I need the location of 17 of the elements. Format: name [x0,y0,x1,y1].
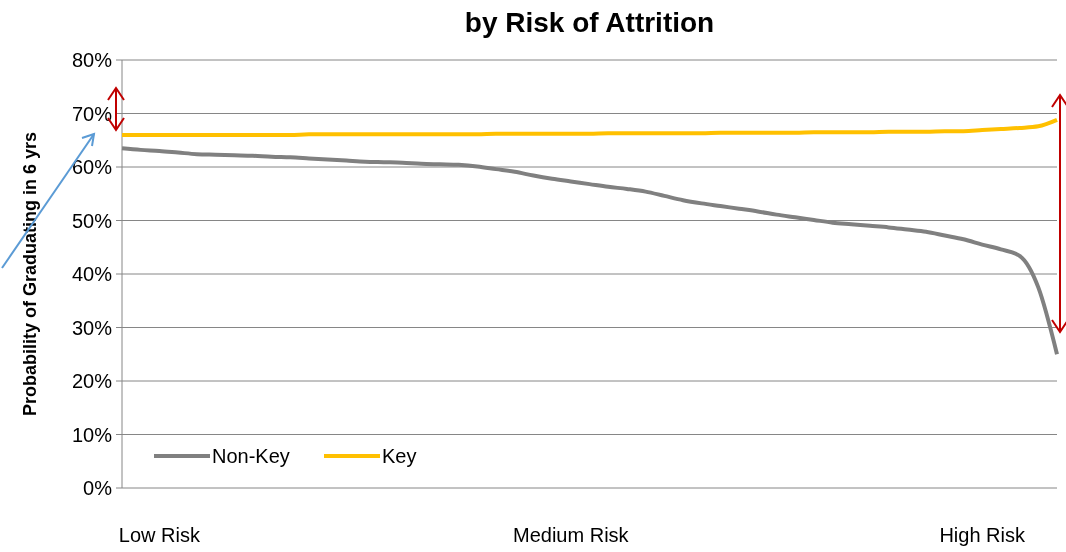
x-tick-label: High Risk [939,524,1026,546]
y-tick-label: 70% [71,102,113,125]
legend-label: Key [382,445,417,467]
x-tick-label: Medium Risk [513,524,630,546]
y-axis-title: Probability of Graduating in 6 yrs [20,131,40,417]
y-tick-label: 80% [71,49,113,71]
y-tick-label: 30% [71,316,113,339]
chart-title: by Risk of Attrition [464,7,715,38]
y-tick-label: 20% [71,370,113,392]
y-tick-label: 50% [71,209,113,232]
y-tick-label: 60% [71,156,113,178]
y-tick-label: 40% [71,263,113,285]
line-series [120,117,1059,137]
y-tick-label: 0% [83,477,113,499]
x-tick-label: Low Risk [118,524,201,546]
y-tick-label: 10% [71,423,113,446]
legend-label: Non-Key [212,445,290,467]
